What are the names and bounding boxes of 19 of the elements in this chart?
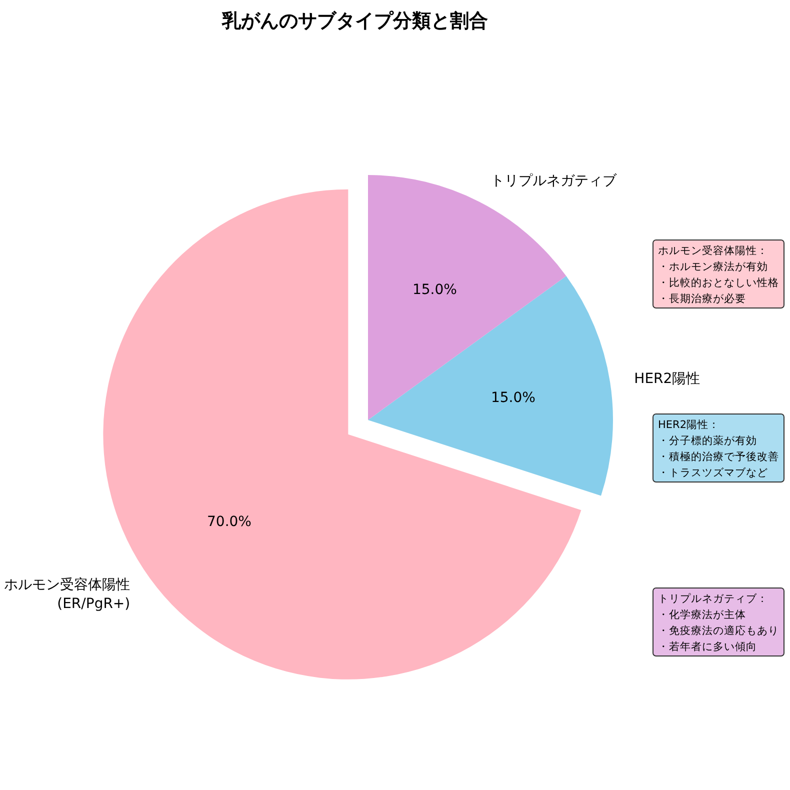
chart-title: 乳がんのサブタイプ分類と割合 [221, 10, 488, 32]
text: ・若年者に多い傾向 [658, 640, 757, 653]
text: HER2陽性： [658, 419, 720, 431]
text: トリプルネガティブ： [658, 592, 768, 605]
data-label: 15.0% [412, 282, 457, 298]
text: ・トラスツズマブなど [658, 466, 768, 479]
text: ・免疫療法の適応もあり [658, 624, 779, 637]
data-label: 70.0% [207, 514, 252, 530]
text: ホルモン受容体陽性： [658, 244, 768, 257]
data-label: 15.0% [490, 390, 536, 406]
text: ・分子標的薬が有効 [658, 434, 757, 447]
text: ・積極的治療で予後改善 [658, 450, 779, 463]
slice-label: HER2陽性 [634, 370, 700, 387]
text: ・ホルモン療法が有効 [658, 260, 768, 273]
slice-label: トリプルネガティブ [490, 172, 618, 189]
slice-label: ホルモン受容体陽性 (ER/PgR+) [4, 576, 130, 612]
text: ・化学療法が主体 [658, 608, 746, 621]
text: ・比較的おとなしい性格 [658, 276, 779, 289]
text: ・長期治療が必要 [658, 292, 746, 305]
